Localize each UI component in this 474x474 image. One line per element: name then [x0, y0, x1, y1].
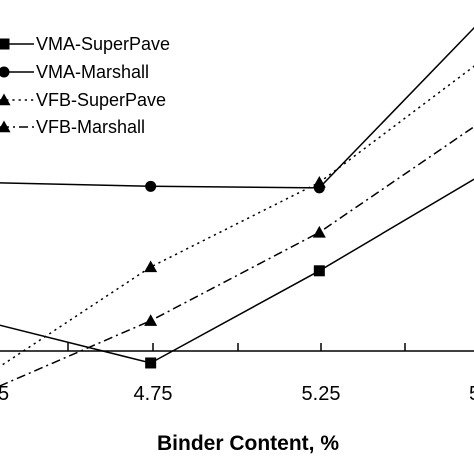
data-point-s2-2 — [145, 180, 157, 192]
x-axis-label: Binder Content, % — [157, 432, 339, 455]
legend-marker-2 — [0, 66, 10, 78]
legend: VMA-SuperPave VMA-Marshall VFB-SuperPave VF… — [0, 34, 170, 137]
series-line-3 — [0, 65, 474, 368]
legend-marker-4 — [0, 120, 11, 133]
data-point-s4-3 — [312, 225, 326, 238]
series-line-4 — [0, 125, 474, 387]
legend-marker-1 — [0, 38, 10, 50]
x-tick-label: 5 — [0, 383, 9, 405]
plot-markers — [144, 175, 326, 369]
series-line-2 — [0, 26, 474, 189]
x-tick-labels: 5 4.75 5.25 5 — [0, 383, 474, 405]
legend-label-2: VMA-Marshall — [36, 62, 149, 82]
x-tick-label: 4.75 — [134, 383, 173, 405]
legend-label-3: VFB-SuperPave — [36, 90, 166, 110]
x-tick-label: 5 — [469, 383, 474, 405]
series-line-1 — [0, 178, 474, 364]
data-point-s3-3 — [312, 175, 326, 188]
legend-label-4: VFB-Marshall — [36, 117, 145, 137]
data-point-s4-2 — [144, 314, 158, 326]
data-point-s1-3 — [313, 265, 325, 277]
data-point-s1-2 — [145, 357, 157, 369]
legend-label-1: VMA-SuperPave — [36, 34, 170, 54]
x-tick-label: 5.25 — [302, 383, 341, 405]
data-point-s3-2 — [144, 260, 158, 273]
legend-marker-3 — [0, 93, 11, 106]
plot-lines — [0, 26, 474, 387]
x-ticks — [67, 343, 406, 351]
